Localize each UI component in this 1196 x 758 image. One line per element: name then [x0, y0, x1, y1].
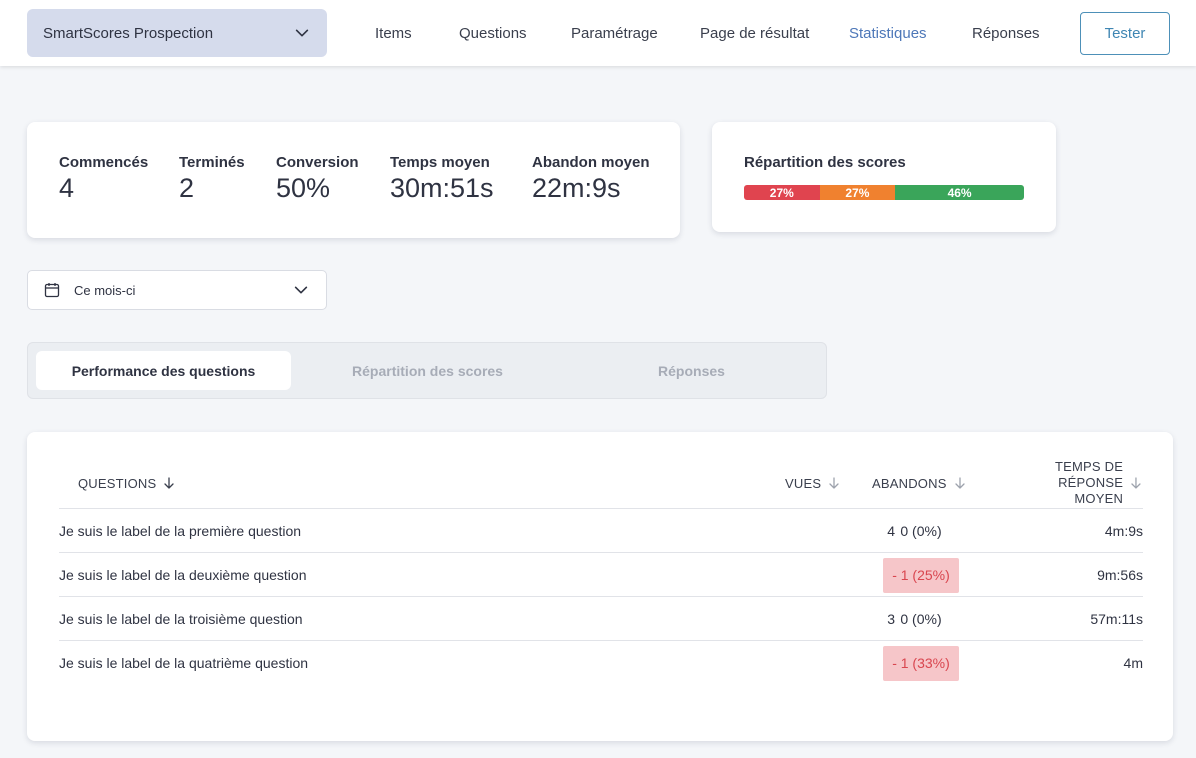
abandons-value: 0 (0%): [900, 611, 942, 627]
kpi-termines: Terminés 2: [179, 154, 245, 204]
kpi-label: Terminés: [179, 154, 245, 171]
kpi-card: Commencés 4 Terminés 2 Conversion 50% Te…: [27, 122, 680, 238]
tab-reponses[interactable]: Réponses: [658, 362, 725, 379]
abandons-cell: 0 (0%): [883, 597, 959, 641]
score-segment: 46%: [895, 185, 1024, 200]
nav-page-resultat[interactable]: Page de résultat: [700, 24, 810, 42]
kpi-label: Conversion: [276, 154, 359, 171]
column-label: TEMPS DE RÉPONSE MOYEN: [987, 459, 1123, 507]
time-value: 9m:56s: [1097, 567, 1143, 583]
abandons-value: 0 (0%): [900, 523, 942, 539]
score-distribution-title: Répartition des scores: [744, 154, 906, 171]
kpi-value: 50%: [276, 173, 331, 203]
question-label: Je suis le label de la deuxième question: [59, 567, 307, 583]
time-value: 4m:9s: [1104, 523, 1143, 539]
abandons-cell: - 1 (25%): [883, 553, 959, 597]
kpi-conversion: Conversion 50%: [276, 154, 359, 204]
tab-repartition-scores[interactable]: Répartition des scores: [352, 362, 503, 379]
score-distribution-card: Répartition des scores 27% 27% 46%: [712, 122, 1056, 232]
kpi-label: Temps moyen: [390, 154, 490, 171]
score-distribution-bar: 27% 27% 46%: [744, 185, 1024, 200]
kpi-abandon-moyen: Abandon moyen 22m:9s: [532, 154, 650, 204]
table-row[interactable]: Je suis le label de la quatrième questio…: [59, 640, 1143, 684]
period-selector[interactable]: Ce mois-ci: [27, 270, 327, 310]
period-label: Ce mois-ci: [74, 282, 136, 298]
sort-arrow-icon: [829, 477, 839, 489]
kpi-value: 30m:51s: [390, 173, 494, 203]
kpi-label: Abandon moyen: [532, 154, 650, 171]
views-value: 4: [887, 523, 895, 539]
sort-arrow-icon: [164, 477, 175, 489]
kpi-value: 4: [59, 173, 75, 203]
kpi-temps-moyen: Temps moyen 30m:51s: [390, 154, 494, 204]
abandons-cell: 0 (0%): [883, 509, 959, 553]
stats-tabs: Performance des questions Répartition de…: [27, 342, 827, 399]
nav-statistiques[interactable]: Statistiques: [849, 24, 927, 42]
question-label: Je suis le label de la première question: [59, 523, 302, 539]
abandons-value: - 1 (25%): [883, 557, 959, 593]
column-header-abandons[interactable]: ABANDONS: [872, 474, 967, 492]
views-value: 3: [887, 611, 895, 627]
chevron-down-icon: [295, 29, 309, 37]
kpi-label: Commencés: [59, 154, 149, 171]
table-row[interactable]: Je suis le label de la deuxième question…: [59, 552, 1143, 596]
kpi-commences: Commencés 4: [59, 154, 148, 204]
question-label: Je suis le label de la quatrième questio…: [59, 655, 309, 671]
abandons-value: - 1 (33%): [883, 645, 959, 681]
column-label-line: TEMPS DE RÉPONSE: [1055, 459, 1124, 490]
form-selector-label: SmartScores Prospection: [43, 24, 214, 42]
column-header-vues[interactable]: VUES: [785, 474, 841, 492]
column-label: ABANDONS: [872, 475, 947, 491]
score-segment: 27%: [744, 185, 820, 200]
score-segment: 27%: [819, 185, 896, 200]
sort-arrow-icon: [1131, 477, 1141, 489]
column-label: VUES: [785, 475, 822, 491]
column-header-temps-reponse[interactable]: TEMPS DE RÉPONSE MOYEN: [987, 459, 1143, 506]
nav-parametrage[interactable]: Paramétrage: [571, 24, 658, 42]
calendar-icon: [44, 283, 60, 298]
form-selector[interactable]: SmartScores Prospection: [27, 9, 327, 57]
kpi-value: 22m:9s: [532, 173, 621, 203]
tester-button[interactable]: Tester: [1080, 12, 1170, 55]
column-header-questions[interactable]: QUESTIONS: [78, 474, 176, 492]
abandons-cell: - 1 (33%): [883, 641, 959, 685]
time-value: 57m:11s: [1090, 611, 1143, 627]
nav-items[interactable]: Items: [375, 24, 412, 42]
column-label: QUESTIONS: [78, 475, 157, 491]
nav-reponses[interactable]: Réponses: [972, 24, 1040, 42]
questions-table-card: QUESTIONS VUES ABANDONS TEMPS DE RÉPONSE…: [27, 432, 1173, 741]
chevron-down-icon: [294, 286, 308, 294]
time-value: 4m: [1123, 655, 1143, 671]
tab-performance-questions[interactable]: Performance des questions: [36, 351, 291, 390]
table-row[interactable]: Je suis le label de la troisième questio…: [59, 596, 1143, 640]
question-label: Je suis le label de la troisième questio…: [59, 611, 303, 627]
column-label-line: MOYEN: [1074, 491, 1124, 506]
nav-questions[interactable]: Questions: [459, 24, 527, 42]
table-row[interactable]: Je suis le label de la première question…: [59, 508, 1143, 552]
top-bar: SmartScores Prospection Items Questions …: [0, 0, 1196, 66]
kpi-value: 2: [179, 173, 195, 203]
sort-arrow-icon: [954, 477, 965, 489]
